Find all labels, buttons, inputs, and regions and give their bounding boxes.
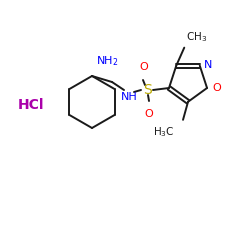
Text: H$_3$C: H$_3$C <box>154 125 175 138</box>
Text: NH$_2$: NH$_2$ <box>96 54 118 68</box>
Text: HCl: HCl <box>18 98 44 112</box>
Text: CH$_3$: CH$_3$ <box>186 30 208 44</box>
Text: O: O <box>144 109 154 119</box>
Text: O: O <box>212 83 221 93</box>
Text: S: S <box>142 83 152 97</box>
Text: NH: NH <box>121 92 138 102</box>
Text: N: N <box>204 60 212 70</box>
Text: O: O <box>140 62 148 72</box>
